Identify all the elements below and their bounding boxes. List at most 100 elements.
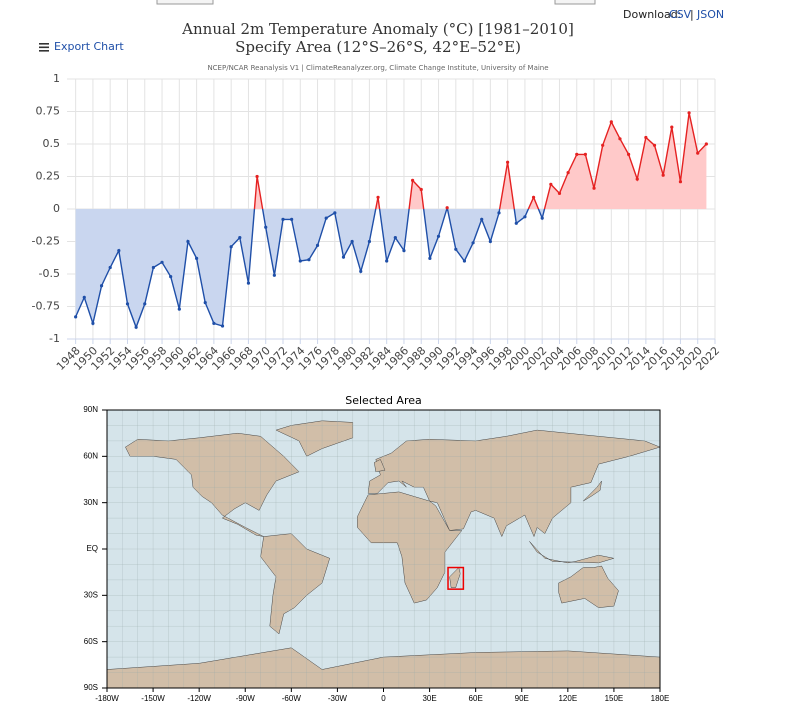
point: [99, 284, 104, 288]
point: [74, 315, 78, 319]
lat-label: 90S: [84, 683, 98, 692]
point: [212, 321, 216, 325]
chart-title: Annual 2m Temperature Anomaly (°C) [1981…: [181, 20, 574, 38]
point: [186, 239, 190, 244]
point: [531, 195, 536, 199]
menu-icon: [39, 46, 49, 49]
point: [324, 216, 328, 220]
area: [75, 209, 707, 328]
lat-label: 90N: [83, 405, 98, 414]
lon-label: -90W: [236, 694, 256, 703]
point: [143, 302, 147, 306]
lon-label: -150W: [141, 694, 165, 703]
y-tick-label: 0.5: [43, 137, 61, 150]
y-tick-label: -1: [49, 332, 60, 345]
point: [341, 255, 346, 259]
y-tick-label: 0.25: [36, 170, 61, 183]
point: [644, 135, 648, 140]
point: [704, 142, 708, 146]
lat-label: 60N: [83, 451, 98, 460]
point: [436, 234, 441, 238]
lon-label: 60E: [469, 694, 483, 703]
point: [652, 143, 657, 147]
point: [523, 215, 527, 219]
map-title: Selected Area: [345, 394, 422, 407]
point: [82, 295, 86, 299]
point: [350, 239, 354, 244]
point: [575, 152, 579, 156]
line: [74, 209, 546, 330]
point: [670, 125, 674, 129]
point: [117, 249, 121, 253]
point: [618, 137, 622, 141]
point: [402, 249, 406, 253]
y-tick-label: 0: [53, 202, 60, 215]
point: [315, 243, 320, 247]
point: [333, 211, 337, 215]
point: [661, 173, 665, 177]
point: [609, 120, 613, 124]
cut-control[interactable]: [554, 0, 596, 5]
point: [696, 151, 700, 155]
lat-label: 30N: [83, 498, 98, 507]
json-link[interactable]: JSON: [696, 8, 724, 21]
point: [592, 186, 596, 190]
point: [601, 143, 605, 147]
point: [411, 178, 415, 182]
point: [385, 259, 389, 263]
lon-label: -60W: [282, 694, 302, 703]
lon-label: 90E: [515, 694, 529, 703]
point: [203, 301, 207, 305]
lon-label: 0: [381, 694, 386, 703]
line: [253, 112, 707, 209]
download-label: Download:: [623, 8, 681, 21]
point: [506, 160, 510, 164]
point: [540, 216, 544, 220]
point: [514, 221, 518, 225]
point: [238, 236, 242, 240]
point: [583, 152, 588, 156]
y-tick-label: 0.75: [36, 105, 61, 118]
area: [75, 112, 707, 209]
point: [160, 260, 164, 264]
point: [91, 321, 95, 325]
point: [566, 171, 570, 175]
point: [687, 111, 691, 115]
point: [367, 239, 371, 244]
point: [134, 325, 138, 329]
point: [195, 256, 199, 260]
lat-label: 60S: [84, 637, 98, 646]
point: [627, 152, 631, 156]
land: [583, 480, 602, 502]
point: [480, 217, 484, 221]
lat-label: EQ: [86, 544, 98, 553]
chart-subtitle: Specify Area (12°S–26°S, 42°E–52°E): [235, 38, 521, 56]
y-tick-label: -0.75: [32, 300, 60, 313]
separator: |: [690, 8, 694, 21]
point: [549, 182, 553, 186]
lon-label: -30W: [328, 694, 348, 703]
export-label[interactable]: Export Chart: [54, 40, 124, 53]
y-tick-label: -0.25: [32, 235, 60, 248]
point: [290, 217, 294, 221]
selected-area: [447, 566, 465, 590]
point: [125, 302, 130, 306]
lon-label: 150E: [605, 694, 624, 703]
chart-source: NCEP/NCAR Reanalysis V1 | ClimateReanaly…: [207, 64, 548, 72]
land: [449, 567, 461, 588]
map: Selected Area 90N 60N 30N EQ 30S 60S 90S -180W -1…: [83, 394, 669, 703]
export-button[interactable]: Export Chart: [39, 40, 124, 53]
point: [471, 241, 475, 245]
point: [151, 265, 155, 270]
point: [359, 269, 363, 273]
cut-control[interactable]: [156, 0, 214, 5]
point: [169, 275, 173, 279]
point: [428, 256, 432, 260]
point: [298, 259, 302, 263]
csv-link[interactable]: CSV: [669, 8, 692, 21]
point: [108, 265, 112, 270]
lat-label: 30S: [84, 590, 98, 599]
lon-label: 120E: [558, 694, 577, 703]
land: [374, 459, 386, 473]
